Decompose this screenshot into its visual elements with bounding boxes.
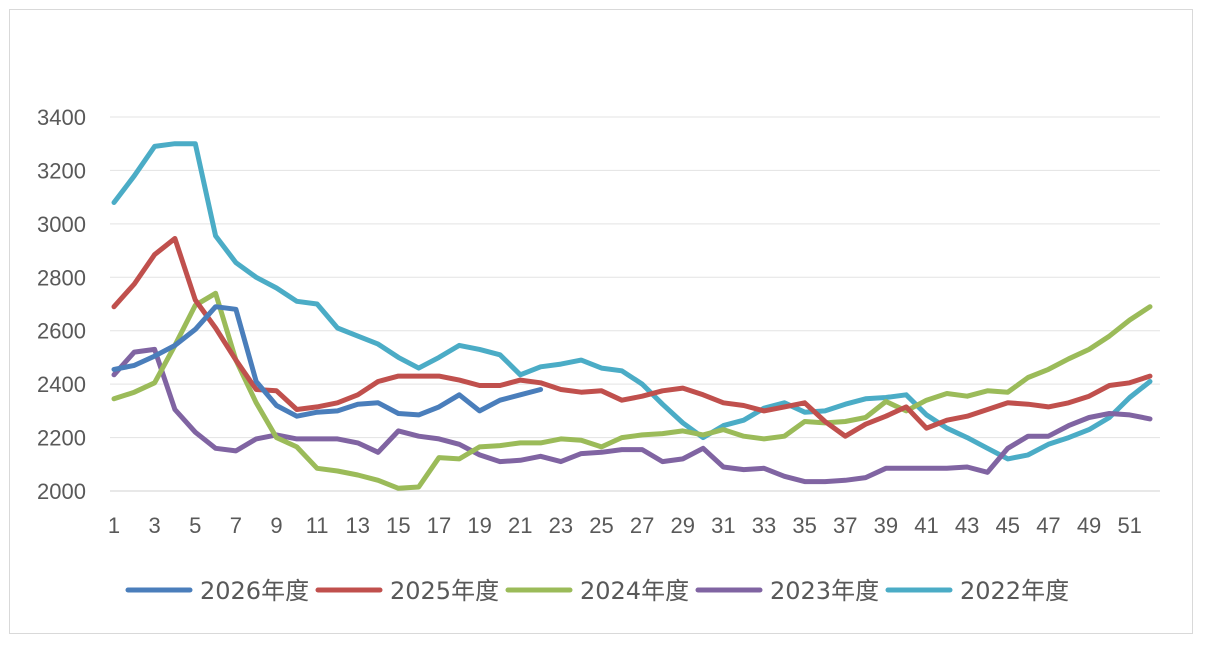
series-line-2022年度 (111, 141, 1153, 462)
legend-item: 2025年度 (315, 577, 499, 605)
legend-label: 2026年度 (200, 577, 309, 605)
legend-item: 2022年度 (885, 577, 1069, 605)
legend-label: 2022年度 (960, 577, 1069, 605)
x-tick-label: 43 (955, 513, 979, 538)
legend-item: 2026年度 (125, 577, 309, 605)
series-line-2023年度 (111, 346, 1153, 485)
legend-item: 2024年度 (505, 577, 689, 605)
legend: 2026年度 2025年度 2024年度 2023年度 2022年度 (125, 577, 1069, 605)
x-tick-label: 51 (1117, 513, 1141, 538)
x-tick-label: 31 (711, 513, 735, 538)
y-tick-label: 3200 (37, 158, 86, 183)
series-line-2024年度 (111, 290, 1153, 491)
x-axis-tick-labels: 1 3 5 7 9 11 13 15 17 19 21 23 25 27 29 31 33 35 37 39 41 43 4… (108, 513, 1142, 538)
x-tick-label: 19 (467, 513, 491, 538)
x-tick-label: 13 (346, 513, 370, 538)
x-tick-label: 23 (549, 513, 573, 538)
y-tick-label: 3400 (37, 105, 86, 130)
y-tick-label: 2400 (37, 372, 86, 397)
x-tick-label: 41 (914, 513, 938, 538)
series-lines (111, 141, 1153, 491)
x-tick-label: 25 (589, 513, 613, 538)
x-tick-label: 17 (427, 513, 451, 538)
legend-label: 2025年度 (390, 577, 499, 605)
y-axis-tick-labels: 2000 2200 2400 2600 2800 3000 3200 3400 (37, 105, 86, 504)
x-tick-label: 11 (306, 513, 329, 538)
y-tick-label: 2000 (37, 479, 86, 504)
x-tick-label: 15 (386, 513, 410, 538)
x-tick-label: 5 (189, 513, 201, 538)
y-tick-label: 2800 (37, 265, 86, 290)
legend-label: 2024年度 (580, 577, 689, 605)
x-tick-label: 35 (792, 513, 816, 538)
y-tick-label: 3000 (37, 212, 86, 237)
legend-label: 2023年度 (770, 577, 879, 605)
x-tick-label: 9 (270, 513, 282, 538)
x-tick-label: 7 (230, 513, 242, 538)
x-tick-label: 47 (1036, 513, 1060, 538)
x-tick-label: 33 (752, 513, 776, 538)
series-line-2026年度 (111, 304, 544, 419)
x-tick-label: 45 (996, 513, 1020, 538)
x-tick-label: 21 (508, 513, 532, 538)
x-tick-label: 3 (149, 513, 161, 538)
x-tick-label: 49 (1077, 513, 1101, 538)
chart-frame (9, 9, 1193, 634)
series-line-2025年度 (111, 236, 1153, 439)
y-tick-label: 2200 (37, 426, 86, 451)
y-tick-label: 2600 (37, 319, 86, 344)
legend-item: 2023年度 (695, 577, 879, 605)
x-tick-label: 29 (671, 513, 695, 538)
x-tick-label: 37 (833, 513, 857, 538)
x-tick-label: 39 (874, 513, 898, 538)
x-tick-label: 1 (108, 513, 120, 538)
x-tick-label: 27 (630, 513, 654, 538)
